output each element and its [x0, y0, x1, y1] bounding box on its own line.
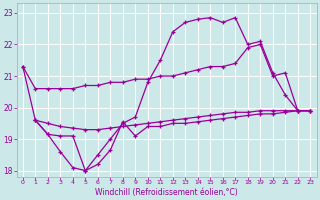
X-axis label: Windchill (Refroidissement éolien,°C): Windchill (Refroidissement éolien,°C) — [95, 188, 238, 197]
